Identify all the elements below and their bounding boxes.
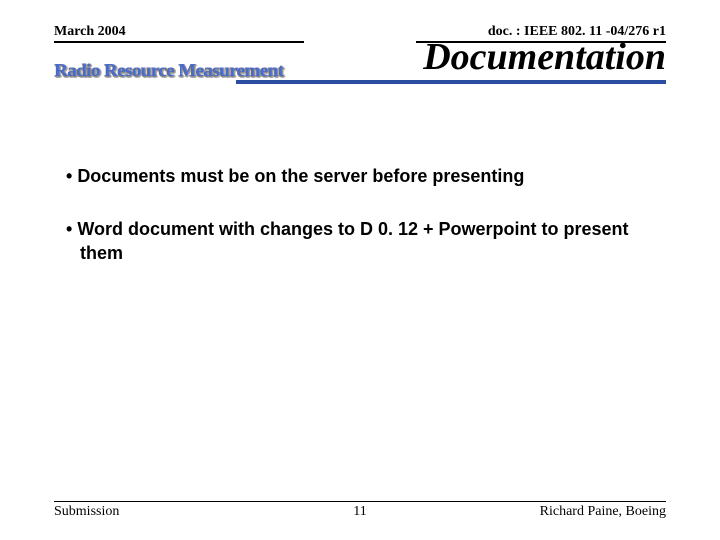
footer-row: Submission 11 Richard Paine, Boeing	[54, 501, 666, 520]
title-underline	[236, 80, 666, 84]
list-item: Word document with changes to D 0. 12 + …	[66, 218, 666, 265]
logo-wordart: Radio Resource Measurement	[54, 60, 283, 81]
list-item: Documents must be on the server before p…	[66, 165, 666, 188]
footer-page: 11	[258, 504, 462, 520]
footer-left: Submission	[54, 504, 258, 520]
title-block: Documentation	[286, 38, 666, 84]
page-title: Documentation	[286, 38, 666, 78]
bullet-list: Documents must be on the server before p…	[66, 165, 666, 295]
header-date: March 2004	[54, 24, 304, 43]
footer-author: Richard Paine, Boeing	[462, 504, 666, 520]
